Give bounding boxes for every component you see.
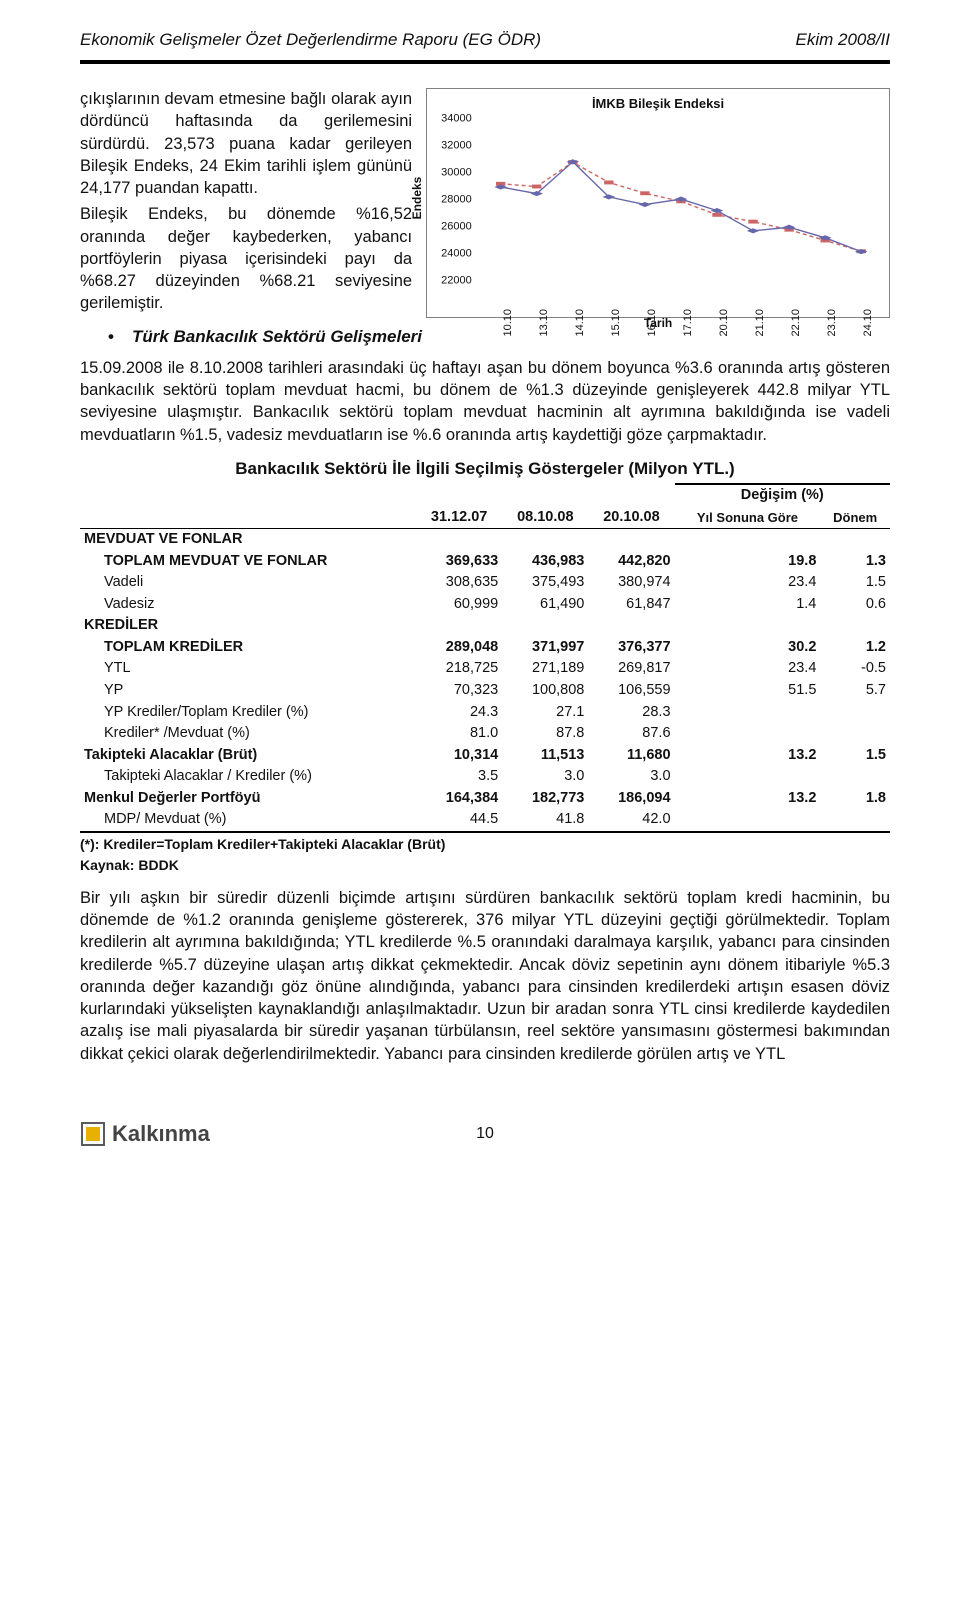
xtick: 24.10 <box>861 309 876 337</box>
col-change-header: Değişim (%) <box>675 484 890 507</box>
left-column-para: çıkışlarının devam etmesine bağlı olarak… <box>80 88 412 318</box>
chart-plot: 22000240002600028000300003200034000 <box>485 119 877 281</box>
right-column: İMKB Bileşik Endeksi Endeks 220002400026… <box>426 88 890 318</box>
table-row: Takipteki Alacaklar (Brüt)10,31411,51311… <box>80 745 890 767</box>
table-footnote-1: (*): Krediler=Toplam Krediler+Takipteki … <box>80 835 890 854</box>
col-date: 08.10.08 <box>502 507 588 529</box>
bullet-dot-icon: • <box>108 326 114 349</box>
table-row: KREDİLER <box>80 615 890 637</box>
table-row: Menkul Değerler Portföyü164,384182,77318… <box>80 788 890 810</box>
xtick: 23.10 <box>825 309 840 337</box>
xtick: 17.10 <box>681 309 696 337</box>
table-row: MDP/ Mevduat (%)44.541.842.0 <box>80 809 890 832</box>
xtick: 14.10 <box>573 309 588 337</box>
col-change-sub: Yıl Sonuna Göre <box>675 507 821 529</box>
table-row: TOPLAM KREDİLER289,048371,997376,37730.2… <box>80 637 890 659</box>
table-row: Vadesiz60,99961,49061,8471.40.6 <box>80 594 890 616</box>
chart-title: İMKB Bileşik Endeksi <box>433 95 883 113</box>
paragraph-2: 15.09.2008 ile 8.10.2008 tarihleri arası… <box>80 357 890 446</box>
xtick: 16.10 <box>645 309 660 337</box>
chart-frame: İMKB Bileşik Endeksi Endeks 220002400026… <box>426 88 890 318</box>
col-date: 20.10.08 <box>588 507 674 529</box>
two-column-block: çıkışlarının devam etmesine bağlı olarak… <box>80 88 890 318</box>
chart-ylabel: Endeks <box>409 176 425 219</box>
table-footnote-2: Kaynak: BDDK <box>80 856 890 875</box>
col-change-sub: Dönem <box>820 507 890 529</box>
header-left: Ekonomik Gelişmeler Özet Değerlendirme R… <box>80 30 541 50</box>
col-date: 31.12.07 <box>416 507 502 529</box>
xtick: 22.10 <box>789 309 804 337</box>
logo-icon <box>80 1121 106 1147</box>
table-row: YTL218,725271,189269,81723.4-0.5 <box>80 658 890 680</box>
xtick: 13.10 <box>537 309 552 337</box>
table-row: TOPLAM MEVDUAT VE FONLAR369,633436,98344… <box>80 551 890 573</box>
xtick: 20.10 <box>717 309 732 337</box>
ytick: 24000 <box>441 246 472 261</box>
ytick: 32000 <box>441 138 472 153</box>
table-title: Bankacılık Sektörü İle İlgili Seçilmiş G… <box>80 458 890 481</box>
table-row: YP Krediler/Toplam Krediler (%)24.327.12… <box>80 702 890 724</box>
page-number: 10 <box>476 1125 494 1143</box>
logo: Kalkınma <box>80 1121 210 1147</box>
xtick: 21.10 <box>753 309 768 337</box>
ytick: 34000 <box>441 111 472 126</box>
table-row: Takipteki Alacaklar / Krediler (%)3.53.0… <box>80 766 890 788</box>
header-right: Ekim 2008/II <box>796 30 891 50</box>
table-row: MEVDUAT VE FONLAR <box>80 529 890 551</box>
ytick: 26000 <box>441 219 472 234</box>
page: Ekonomik Gelişmeler Özet Değerlendirme R… <box>0 0 960 1173</box>
bullet-text: Türk Bankacılık Sektörü Gelişmeleri <box>132 326 422 349</box>
table-row: YP70,323100,808106,55951.55.7 <box>80 680 890 702</box>
paragraph-3: Bir yılı aşkın bir süredir düzenli biçim… <box>80 887 890 1065</box>
xtick: 10.10 <box>501 309 516 337</box>
ytick: 30000 <box>441 165 472 180</box>
footer: Kalkınma 10 <box>80 1125 890 1143</box>
chart-area: Endeks 220002400026000280003000032000340… <box>433 115 883 281</box>
content: çıkışlarının devam etmesine bağlı olarak… <box>80 88 890 1065</box>
ytick: 22000 <box>441 273 472 288</box>
table-row: Vadeli308,635375,493380,97423.41.5 <box>80 572 890 594</box>
logo-text: Kalkınma <box>112 1121 210 1147</box>
xlabel-row: 10.1013.1014.1015.1016.1017.1020.1021.10… <box>485 281 877 313</box>
banking-table: Değişim (%) 31.12.0708.10.0820.10.08Yıl S… <box>80 483 890 833</box>
ytick: 28000 <box>441 192 472 207</box>
header-line: Ekonomik Gelişmeler Özet Değerlendirme R… <box>80 30 890 50</box>
xtick: 15.10 <box>609 309 624 337</box>
header-rule <box>80 60 890 64</box>
table-row: Krediler* /Mevduat (%)81.087.887.6 <box>80 723 890 745</box>
